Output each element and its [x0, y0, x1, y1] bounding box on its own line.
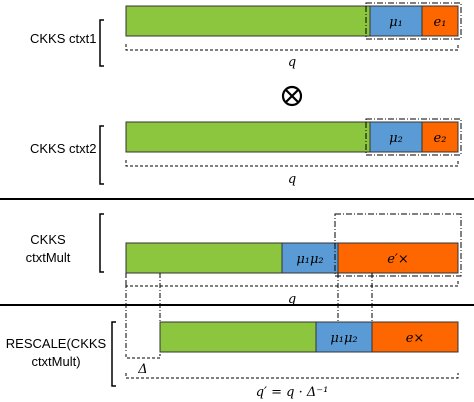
- modulus-label: q: [288, 172, 296, 187]
- error-block: [337, 242, 459, 274]
- row-label: CKKS ctxt1: [30, 31, 96, 46]
- row-ctxtmult: CKKS ctxtMult μ₁μ₂ e′× q: [26, 213, 462, 307]
- projection-lines: [125, 273, 373, 352]
- row-rescale: RESCALE(CKKS ctxtMult) μ₁μ₂ e× Δ q′ = q …: [6, 321, 459, 400]
- error-block: [421, 121, 459, 153]
- error-label: e₁: [434, 15, 447, 30]
- payload-outline: [365, 118, 462, 156]
- modulus-label: q: [288, 55, 296, 70]
- modulus-label: q′ = q · Δ⁻¹: [256, 385, 329, 400]
- row-ctxt1: CKKS ctxt1 μ₁ e₁ q: [30, 2, 462, 70]
- data-block: [159, 321, 317, 353]
- error-label: e×: [406, 331, 425, 346]
- error-block: [421, 5, 459, 37]
- data-block: [125, 121, 371, 153]
- row-bracket: [111, 321, 116, 387]
- message-label: μ₂: [389, 131, 403, 146]
- message-label: μ₁: [389, 15, 403, 30]
- error-label: e′×: [387, 252, 409, 267]
- row-label: CKKS ctxt2: [30, 141, 96, 156]
- row-bracket: [99, 213, 104, 273]
- delta-brace: [125, 354, 161, 359]
- modulus-brace: [125, 373, 459, 379]
- modulus-brace: [125, 160, 459, 167]
- row-label-line2: ctxtMult): [31, 354, 80, 369]
- message-label: μ₁μ₂: [296, 252, 323, 267]
- modulus-brace: [125, 44, 459, 51]
- data-block: [125, 242, 283, 274]
- modulus-label: q: [288, 292, 296, 307]
- modulus-brace: [125, 280, 459, 287]
- message-label: μ₁μ₂: [330, 331, 357, 346]
- error-label: e₂: [434, 131, 447, 146]
- payload-outline: [365, 2, 462, 40]
- row-bracket: [99, 125, 104, 185]
- message-block: [315, 321, 373, 353]
- data-block: [125, 5, 371, 37]
- message-block: [369, 5, 423, 37]
- row-ctxt2: CKKS ctxt2 μ₂ e₂ q: [30, 118, 462, 187]
- multiply-operator-icon: [281, 85, 303, 107]
- error-outline: [334, 213, 462, 277]
- message-block: [281, 242, 339, 274]
- row-bracket: [99, 19, 104, 67]
- row-label-line2: ctxtMult: [26, 250, 71, 265]
- delta-label: Δ: [137, 362, 147, 377]
- row-label-line1: RESCALE(CKKS: [6, 336, 107, 351]
- row-label-line1: CKKS: [30, 232, 66, 247]
- message-block: [369, 121, 423, 153]
- error-block: [371, 321, 459, 353]
